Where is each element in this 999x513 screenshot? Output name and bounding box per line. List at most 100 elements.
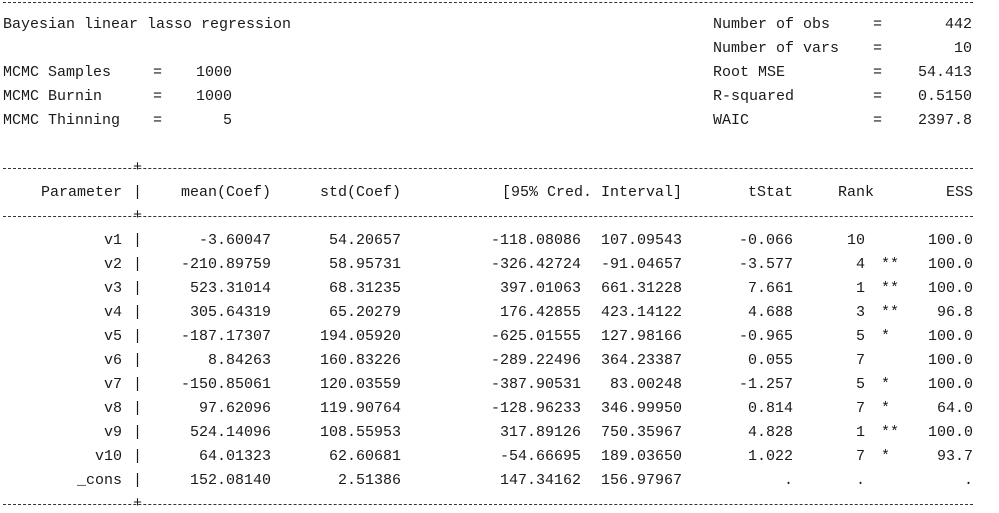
col-header-interval: [95% Cred. Interval] xyxy=(501,184,682,201)
coef-mean: -187.17307 xyxy=(180,328,271,345)
table-header-rule xyxy=(3,216,973,218)
coef-std: 160.83226 xyxy=(319,352,401,369)
rank-value: 3 xyxy=(855,304,865,321)
row-divider: | xyxy=(133,328,143,345)
tstat-value: -0.965 xyxy=(738,328,793,345)
interval-upper: 156.97967 xyxy=(600,472,682,489)
output-title: Bayesian linear lasso regression xyxy=(3,16,292,33)
interval-lower: -54.66695 xyxy=(499,448,581,465)
coef-std: 108.55953 xyxy=(319,424,401,441)
ess-value: 100.0 xyxy=(927,232,973,249)
param-name: v9 xyxy=(103,424,122,441)
interval-lower: -118.08086 xyxy=(490,232,581,249)
interval-upper: 83.00248 xyxy=(609,376,682,393)
ess-value: 100.0 xyxy=(927,280,973,297)
param-name: v8 xyxy=(103,400,122,417)
stat-label: R-squared xyxy=(713,88,795,105)
coef-std: 65.20279 xyxy=(328,304,401,321)
ess-value: 64.0 xyxy=(936,400,973,417)
interval-upper: 661.31228 xyxy=(600,280,682,297)
interval-lower: -326.42724 xyxy=(490,256,581,273)
stat-equals: = xyxy=(873,40,883,57)
stat-label: Root MSE xyxy=(713,64,786,81)
rule-cross-bottom: + xyxy=(133,495,143,512)
tstat-value: 4.828 xyxy=(747,424,793,441)
ess-value: 100.0 xyxy=(927,328,973,345)
stat-equals: = xyxy=(873,88,883,105)
stat-equals: = xyxy=(153,88,163,105)
row-divider: | xyxy=(133,472,143,489)
row-divider: | xyxy=(133,280,143,297)
stat-label: MCMC Thinning xyxy=(3,112,121,129)
stat-equals: = xyxy=(153,64,163,81)
coef-std: 2.51386 xyxy=(337,472,401,489)
top-rule xyxy=(3,2,973,4)
stat-equals: = xyxy=(873,64,883,81)
row-divider: | xyxy=(133,256,143,273)
param-name: v3 xyxy=(103,280,122,297)
stat-equals: = xyxy=(153,112,163,129)
table-bottom-rule xyxy=(3,504,973,506)
tstat-value: 1.022 xyxy=(747,448,793,465)
significance-stars: ** xyxy=(881,424,900,441)
stat-value: 1000 xyxy=(195,88,232,105)
coef-mean: 97.62096 xyxy=(198,400,271,417)
significance-stars: * xyxy=(881,376,891,393)
ess-value: 100.0 xyxy=(927,424,973,441)
col-header-ess: ESS xyxy=(945,184,973,201)
rank-value: . xyxy=(855,472,865,489)
interval-lower: 397.01063 xyxy=(499,280,581,297)
interval-upper: 127.98166 xyxy=(600,328,682,345)
coef-std: 58.95731 xyxy=(328,256,401,273)
interval-upper: 750.35967 xyxy=(600,424,682,441)
ess-value: 100.0 xyxy=(927,256,973,273)
interval-lower: -625.01555 xyxy=(490,328,581,345)
param-name: v10 xyxy=(94,448,122,465)
tstat-value: 4.688 xyxy=(747,304,793,321)
significance-stars: ** xyxy=(881,304,900,321)
stat-value: 54.413 xyxy=(917,64,972,81)
stat-value: 2397.8 xyxy=(917,112,972,129)
tstat-value: 0.814 xyxy=(747,400,793,417)
interval-upper: -91.04657 xyxy=(600,256,682,273)
interval-lower: -128.96233 xyxy=(490,400,581,417)
coef-mean: 523.31014 xyxy=(189,280,271,297)
param-name: v4 xyxy=(103,304,122,321)
stat-value: 1000 xyxy=(195,64,232,81)
ess-value: 100.0 xyxy=(927,352,973,369)
significance-stars: * xyxy=(881,448,891,465)
rank-value: 5 xyxy=(855,328,865,345)
coef-mean: 305.64319 xyxy=(189,304,271,321)
param-name: v1 xyxy=(103,232,122,249)
interval-lower: 176.42855 xyxy=(499,304,581,321)
ess-value: 100.0 xyxy=(927,376,973,393)
col-header-parameter: Parameter xyxy=(40,184,122,201)
row-divider: | xyxy=(133,400,143,417)
interval-upper: 107.09543 xyxy=(600,232,682,249)
tstat-value: -0.066 xyxy=(738,232,793,249)
tstat-value: 0.055 xyxy=(747,352,793,369)
interval-upper: 346.99950 xyxy=(600,400,682,417)
coef-std: 62.60681 xyxy=(328,448,401,465)
interval-upper: 364.23387 xyxy=(600,352,682,369)
tstat-value: -1.257 xyxy=(738,376,793,393)
stat-label: MCMC Burnin xyxy=(3,88,103,105)
interval-lower: 147.34162 xyxy=(499,472,581,489)
rank-value: 4 xyxy=(855,256,865,273)
interval-lower: 317.89126 xyxy=(499,424,581,441)
row-divider: | xyxy=(133,232,143,249)
stat-label: Number of obs xyxy=(713,16,831,33)
col-header-tstat: tStat xyxy=(747,184,793,201)
stat-label: Number of vars xyxy=(713,40,840,57)
rule-cross-top: + xyxy=(133,159,143,176)
stat-equals: = xyxy=(873,112,883,129)
rank-value: 5 xyxy=(855,376,865,393)
tstat-value: . xyxy=(783,472,793,489)
rank-value: 7 xyxy=(855,352,865,369)
row-divider: | xyxy=(133,352,143,369)
significance-stars: * xyxy=(881,400,891,417)
rule-cross-mid: + xyxy=(133,207,143,224)
rank-value: 1 xyxy=(855,280,865,297)
header-divider: | xyxy=(133,184,143,201)
coef-mean: 8.84263 xyxy=(207,352,271,369)
